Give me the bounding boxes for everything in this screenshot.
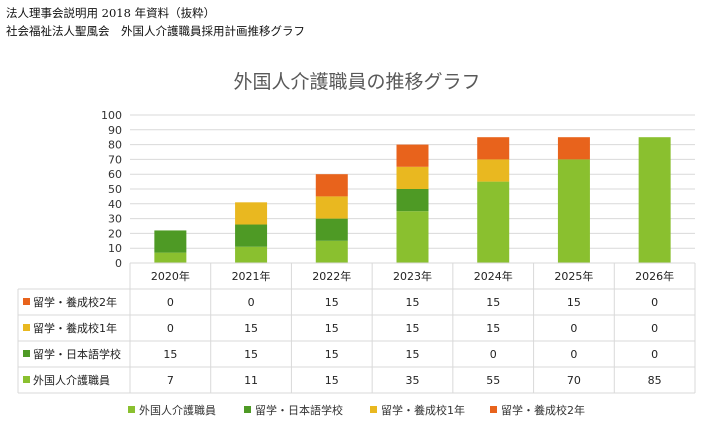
table-cell: 7 [167,374,174,387]
y-tick-label: 30 [108,213,122,226]
document-header: 法人理事会説明用 2018 年資料（抜粋） 社会福祉法人聖風会 外国人介護職員採… [6,4,305,40]
document-title: 法人理事会説明用 2018 年資料（抜粋） [6,6,216,20]
table-cell: 0 [167,296,174,309]
table-cell: 0 [651,322,658,335]
y-tick-label: 0 [115,257,122,270]
legend-label: 留学・養成校1年 [381,403,465,417]
legend-swatch [370,406,377,413]
bar-segment [477,137,510,160]
bar-segment [396,189,429,212]
legend-swatch [490,406,497,413]
table-cell: 15 [325,322,339,335]
table-series-label: 外国人介護職員 [33,373,110,387]
table-cell: 15 [406,296,420,309]
legend-swatch [128,406,135,413]
table-series-label: 留学・養成校2年 [33,295,117,309]
legend: 外国人介護職員 留学・日本語学校 留学・養成校1年 留学・養成校2年 [128,403,585,417]
y-tick-label: 80 [108,139,122,152]
bars [154,137,671,263]
bar-segment [315,240,348,263]
table-series-swatch [23,324,30,331]
table-series-label: 留学・養成校1年 [33,321,117,335]
bar-segment [154,252,187,263]
table-cell: 15 [244,322,258,335]
table-cell: 15 [406,348,420,361]
legend-label: 外国人介護職員 [139,403,216,417]
bar-segment [477,159,510,182]
bar-segment [557,137,590,160]
table-cell: 15 [325,374,339,387]
table-cell: 0 [570,348,577,361]
bar-segment [315,218,348,241]
bar-segment [235,246,268,263]
bar-segment [396,166,429,189]
y-tick-label: 90 [108,124,122,137]
table-series-label: 留学・日本語学校 [33,347,121,361]
bar-segment [396,211,429,263]
y-tick-label: 50 [108,183,122,196]
chart-title: 外国人介護職員の推移グラフ [233,71,480,93]
table-cell: 15 [163,348,177,361]
table-cell: 15 [244,348,258,361]
category-label: 2024年 [474,269,513,283]
y-tick-label: 60 [108,168,122,181]
bar-segment [235,224,268,247]
table-cell: 15 [325,296,339,309]
table-cell: 0 [651,348,658,361]
table-series-swatch [23,376,30,383]
table-cell: 35 [406,374,420,387]
table-cell: 15 [325,348,339,361]
table-cell: 11 [244,374,258,387]
category-label: 2025年 [554,269,593,283]
bar-segment [154,230,187,253]
category-label: 2026年 [635,269,674,283]
bar-segment [315,196,348,219]
bar-segment [315,174,348,197]
table-cell: 15 [486,322,500,335]
y-tick-label: 20 [108,227,122,240]
table-cell: 15 [486,296,500,309]
gridlines [130,114,695,264]
y-tick-label: 10 [108,242,122,255]
table-cell: 15 [567,296,581,309]
category-label: 2020年 [151,269,190,283]
table-cell: 70 [567,374,581,387]
table-series-swatch [23,298,30,305]
legend-label: 留学・養成校2年 [501,403,585,417]
table-cell: 0 [570,322,577,335]
bar-segment [235,202,268,225]
table-cell: 55 [486,374,500,387]
table-cell: 0 [248,296,255,309]
legend-label: 留学・日本語学校 [255,403,343,417]
table-cell: 0 [490,348,497,361]
category-label: 2021年 [232,269,271,283]
y-tick-label: 70 [108,153,122,166]
category-label: 2022年 [312,269,351,283]
table-cell: 85 [648,374,662,387]
bar-segment [638,137,671,263]
bar-segment [396,144,429,167]
category-label: 2023年 [393,269,432,283]
bar-segment [557,159,590,263]
document-subtitle: 社会福祉法人聖風会 外国人介護職員採用計画推移グラフ [6,24,305,38]
table-cell: 0 [651,296,658,309]
bar-segment [477,181,510,263]
table-cell: 15 [406,322,420,335]
data-table: 2020年 2021年 2022年 2023年 2024年 2025年 2026年留学・養成… [17,262,696,394]
table-cell: 0 [167,322,174,335]
legend-swatch [244,406,251,413]
table-series-swatch [23,350,30,357]
y-tick-label: 100 [101,109,122,122]
y-tick-label: 40 [108,198,122,211]
